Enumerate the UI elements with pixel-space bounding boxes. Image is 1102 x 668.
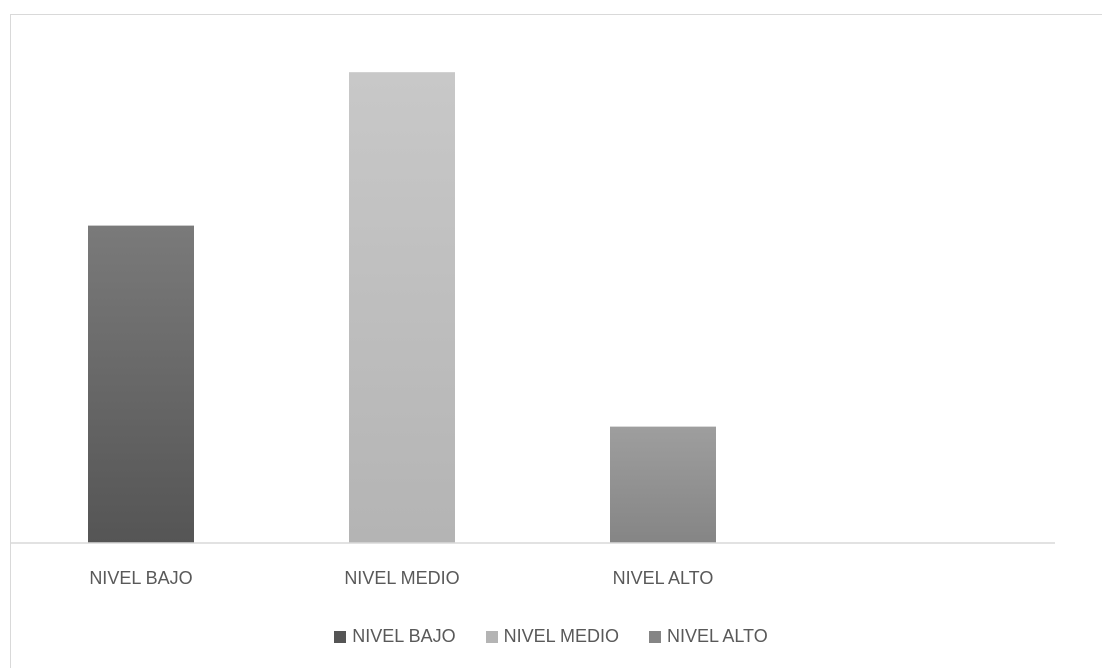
bar-nivel-alto [610,426,716,543]
legend-label: NIVEL MEDIO [503,626,619,646]
legend-swatch-nivel-medio [485,630,498,643]
bars-layer [88,72,716,543]
legend: NIVEL BAJO NIVEL MEDIO NIVEL ALTO [0,626,1102,647]
legend-swatch-nivel-alto [649,630,661,643]
legend-item-nivel-alto: NIVEL ALTO [649,626,768,647]
x-tick-label-nivel-bajo: NIVEL BAJO [89,568,192,588]
legend-label: NIVEL BAJO [352,626,456,646]
legend-swatch-nivel-bajo [334,630,347,643]
bar-nivel-bajo [88,225,194,543]
chart-area [10,14,1102,668]
legend-item-nivel-bajo: NIVEL BAJO [334,626,456,647]
category-labels: NIVEL BAJO NIVEL MEDIO NIVEL ALTO [89,568,713,588]
x-tick-label-nivel-medio: NIVEL MEDIO [344,568,459,588]
bar-nivel-medio [349,72,455,543]
x-tick-label-nivel-alto: NIVEL ALTO [613,568,714,588]
legend-item-nivel-medio: NIVEL MEDIO [485,626,619,647]
legend-label: NIVEL ALTO [667,626,768,646]
